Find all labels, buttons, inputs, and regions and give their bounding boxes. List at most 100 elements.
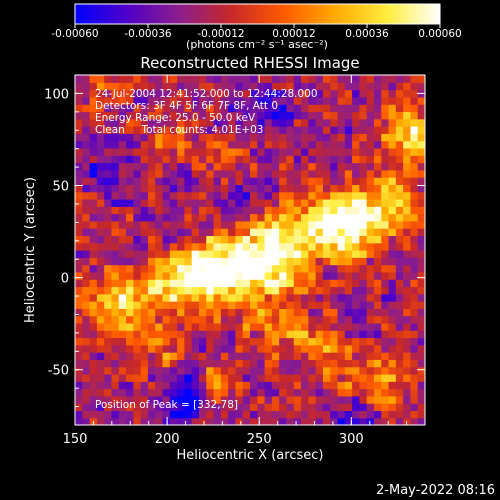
heatmap-cell xyxy=(257,228,266,237)
heatmap-cell xyxy=(147,206,156,215)
heatmap-cell xyxy=(352,228,360,237)
annotation-detectors: Detectors: 3F 4F 5F 6F 7F 8F, Att 0 xyxy=(95,100,278,112)
heatmap-cell xyxy=(279,213,288,222)
heatmap-cell xyxy=(352,104,360,113)
heatmap-cell xyxy=(301,147,309,156)
heatmap-cell xyxy=(373,220,382,229)
heatmap-cell xyxy=(111,279,120,288)
heatmap-cell xyxy=(82,213,91,222)
heatmap-cell xyxy=(242,213,251,222)
heatmap-cell xyxy=(352,220,360,229)
heatmap-cell xyxy=(373,242,382,251)
heatmap-cell xyxy=(118,104,127,113)
heatmap-cell xyxy=(206,257,215,266)
heatmap-cell xyxy=(373,177,382,185)
heatmap-cell xyxy=(75,118,83,127)
heatmap-cell xyxy=(308,242,317,251)
heatmap-cell xyxy=(417,388,425,397)
heatmap-cell xyxy=(395,417,404,425)
heatmap-cell xyxy=(118,147,127,156)
heatmap-cell xyxy=(410,82,419,91)
heatmap-cell xyxy=(82,337,91,346)
y-tick-label: 0 xyxy=(61,272,69,287)
heatmap-cell xyxy=(359,213,368,222)
heatmap-cell xyxy=(337,395,346,404)
heatmap-cell xyxy=(301,359,309,368)
heatmap-cell xyxy=(140,118,149,127)
heatmap-cell xyxy=(352,206,360,215)
heatmap-cell xyxy=(417,337,425,346)
heatmap-cell xyxy=(279,250,288,258)
heatmap-cell xyxy=(118,155,127,164)
heatmap-cell xyxy=(126,82,134,91)
heatmap-cell xyxy=(373,352,382,360)
heatmap-cell xyxy=(308,352,317,360)
heatmap-cell xyxy=(250,213,258,222)
heatmap-cell xyxy=(169,330,178,339)
heatmap-cell xyxy=(177,191,185,200)
heatmap-cell xyxy=(155,96,164,105)
heatmap-cell xyxy=(235,89,244,98)
heatmap-cell xyxy=(315,301,324,309)
heatmap-cell xyxy=(403,104,412,113)
heatmap-cell xyxy=(381,417,390,425)
heatmap-cell xyxy=(96,147,105,156)
heatmap-cell xyxy=(250,75,258,83)
heatmap-cell xyxy=(104,89,113,98)
heatmap-cell xyxy=(366,373,375,382)
heatmap-cell xyxy=(337,177,346,185)
heatmap-cell xyxy=(257,330,266,339)
heatmap-cell xyxy=(403,315,412,324)
heatmap-cell xyxy=(213,228,222,237)
heatmap-cell xyxy=(169,220,178,229)
heatmap-cell xyxy=(301,140,309,149)
heatmap-cell xyxy=(118,337,127,346)
heatmap-cell xyxy=(191,184,200,193)
heatmap-cell xyxy=(322,147,331,156)
heatmap-cell xyxy=(301,250,309,258)
heatmap-cell xyxy=(279,198,288,207)
heatmap-cell xyxy=(184,169,193,178)
heatmap-cell xyxy=(301,337,309,346)
heatmap-cell xyxy=(315,373,324,382)
heatmap-cell xyxy=(191,235,200,244)
x-tick-label: 200 xyxy=(155,432,180,447)
heatmap-cell xyxy=(315,337,324,346)
heatmap-cell xyxy=(228,410,237,419)
heatmap-cell xyxy=(155,395,164,404)
heatmap-cell xyxy=(118,177,127,185)
heatmap-cell xyxy=(169,403,178,412)
heatmap-cell xyxy=(264,315,273,324)
heatmap-cell xyxy=(403,111,412,120)
heatmap-cell xyxy=(352,388,360,397)
heatmap-cell xyxy=(191,111,200,120)
heatmap-cell xyxy=(75,279,83,288)
heatmap-cell xyxy=(257,155,266,164)
heatmap-cell xyxy=(271,373,280,382)
heatmap-cell xyxy=(271,169,280,178)
heatmap-cell xyxy=(388,140,397,149)
heatmap-cell xyxy=(206,381,215,390)
heatmap-cell xyxy=(213,308,222,317)
heatmap-cell xyxy=(96,344,105,353)
heatmap-cell xyxy=(403,264,412,273)
heatmap-cell xyxy=(257,286,266,295)
heatmap-cell xyxy=(293,344,302,353)
heatmap-cell xyxy=(147,250,156,258)
heatmap-cell xyxy=(388,352,397,360)
heatmap-cell xyxy=(293,118,302,127)
heatmap-cell xyxy=(184,315,193,324)
heatmap-cell xyxy=(169,242,178,251)
heatmap-cell xyxy=(315,162,324,171)
heatmap-cell xyxy=(140,308,149,317)
heatmap-cell xyxy=(286,352,295,360)
heatmap-cell xyxy=(162,118,171,127)
heatmap-cell xyxy=(395,271,404,280)
heatmap-cell xyxy=(235,410,244,419)
heatmap-cell xyxy=(337,344,346,353)
heatmap-cell xyxy=(315,279,324,288)
heatmap-cell xyxy=(147,126,156,134)
heatmap-cell xyxy=(162,104,171,113)
heatmap-cell xyxy=(293,177,302,185)
heatmap-cell xyxy=(228,213,237,222)
